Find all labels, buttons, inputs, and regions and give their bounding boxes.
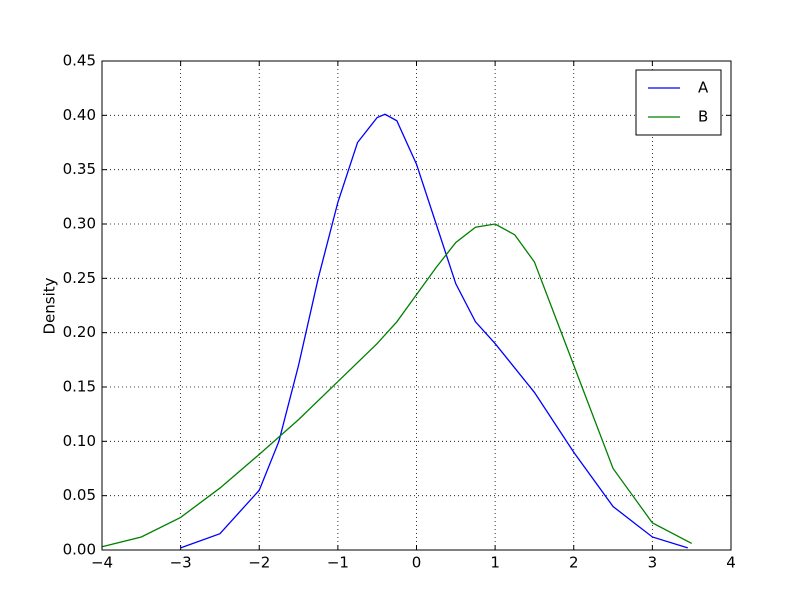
- legend-label: A: [698, 79, 709, 97]
- x-tick-label: −4: [91, 554, 113, 572]
- line: [180, 113, 688, 549]
- y-tick-label: 0.15: [63, 378, 96, 396]
- y-tick-label: 0.30: [63, 215, 96, 233]
- x-tick-label: 3: [648, 554, 658, 572]
- x-tick-label: 4: [726, 554, 736, 572]
- y-tick-label: 0.45: [63, 52, 96, 70]
- y-tick-label: 0.40: [63, 106, 96, 124]
- y-tick-label: 0.05: [63, 486, 96, 504]
- y-tick-label: 0.00: [63, 541, 96, 559]
- x-tick-label: 0: [412, 554, 422, 572]
- legend-box: [635, 69, 722, 136]
- x-tick-label: 2: [569, 554, 579, 572]
- plot-frame: [101, 60, 732, 551]
- y-tick-label: 0.35: [63, 160, 96, 178]
- legend-label: B: [698, 108, 708, 126]
- x-tick-label: −1: [327, 554, 349, 572]
- y-tick-label: 0.20: [63, 323, 96, 341]
- x-tick-label: −3: [170, 554, 192, 572]
- y-tick-label: 0.25: [63, 269, 96, 287]
- line: [101, 223, 692, 548]
- y-tick-label: 0.10: [63, 432, 96, 450]
- x-tick-label: 1: [490, 554, 500, 572]
- x-tick-label: −2: [248, 554, 270, 572]
- y-axis-label: Density: [41, 277, 59, 334]
